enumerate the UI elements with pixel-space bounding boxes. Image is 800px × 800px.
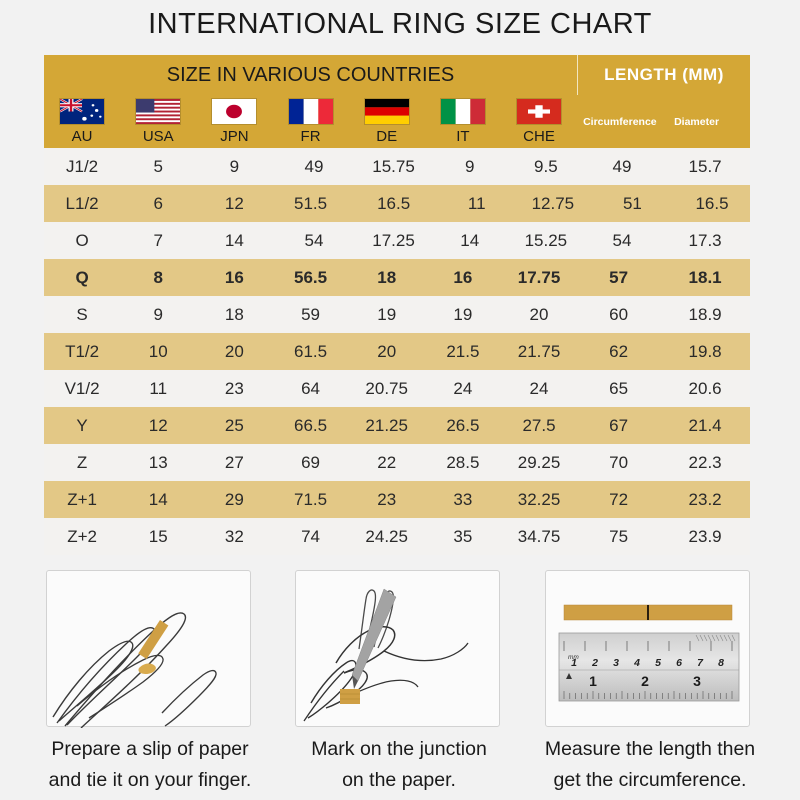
svg-text:8: 8 — [718, 657, 724, 669]
svg-text:mm: mm — [568, 654, 579, 661]
svg-text:2: 2 — [641, 673, 649, 689]
svg-text:2: 2 — [591, 657, 598, 669]
svg-text:5: 5 — [655, 657, 661, 669]
svg-text:3: 3 — [613, 657, 619, 669]
svg-text:3: 3 — [693, 673, 701, 689]
svg-text:6: 6 — [676, 657, 682, 669]
svg-text:1: 1 — [589, 673, 597, 689]
svg-text:4: 4 — [633, 657, 640, 669]
